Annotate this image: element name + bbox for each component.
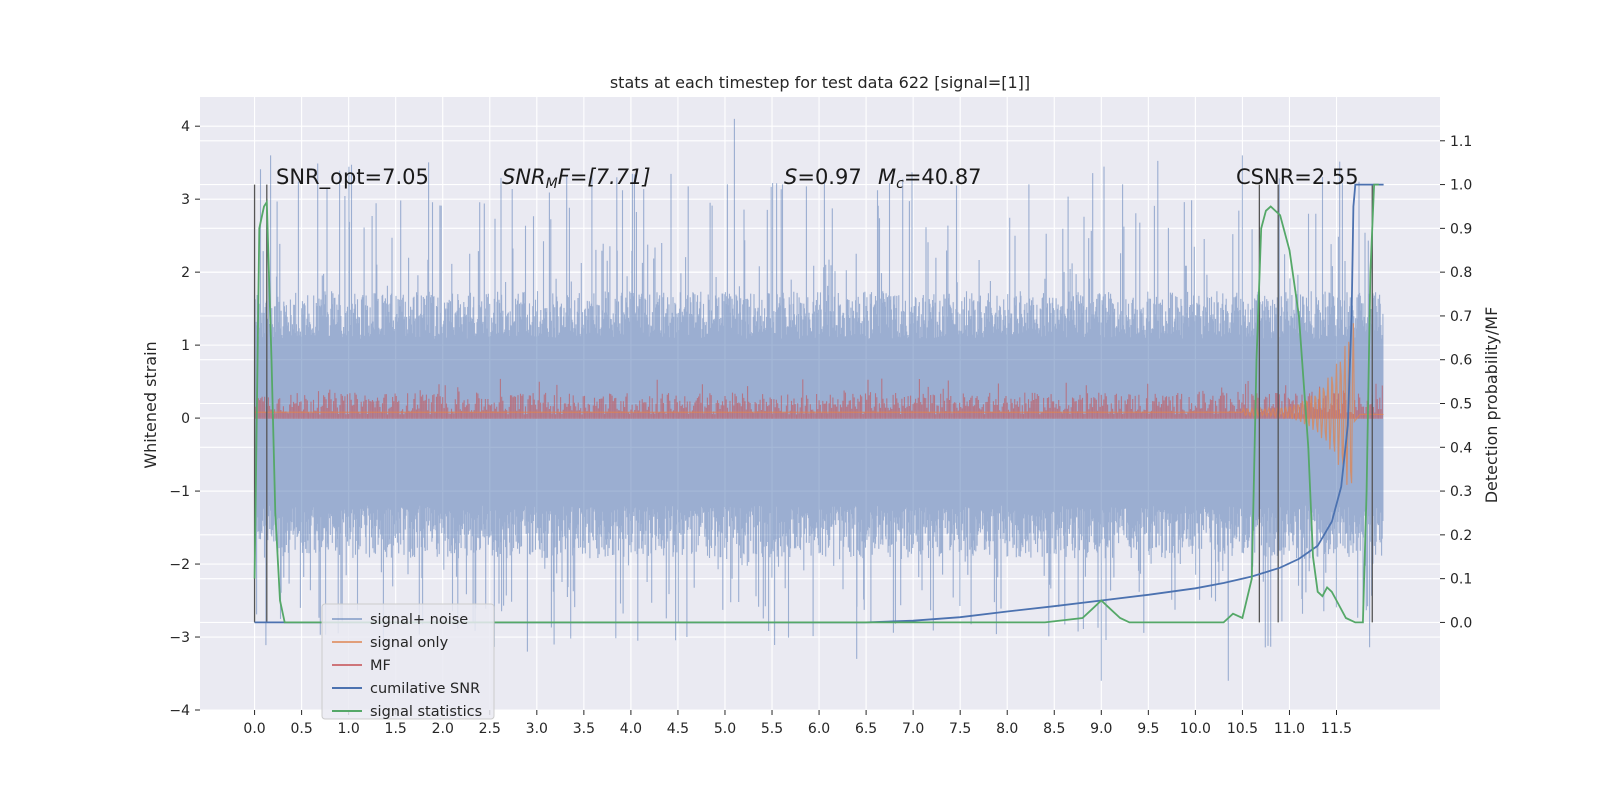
y-tick-label: −3 xyxy=(169,630,190,646)
x-tick-label: 1.5 xyxy=(385,721,407,737)
x-tick-label: 8.5 xyxy=(1043,721,1065,737)
right-y-tick-label: 0.8 xyxy=(1450,265,1472,281)
cumulative-snr-line xyxy=(254,183,1384,624)
x-tick-label: 2.0 xyxy=(432,721,454,737)
x-tick-label: 4.5 xyxy=(667,721,689,737)
y-tick-label: 4 xyxy=(181,119,190,135)
x-tick-label: 2.5 xyxy=(479,721,501,737)
signal-statistics-line xyxy=(253,183,1379,624)
annotation-snr-mf: SNRMF=[7.71] xyxy=(502,165,651,192)
x-tick-label: 7.0 xyxy=(902,721,924,737)
right-y-tick-label: 0.5 xyxy=(1450,397,1472,413)
x-tick-label: 11.5 xyxy=(1321,721,1352,737)
legend-label: signal only xyxy=(370,635,449,651)
legend: signal+ noise signal only MF cumilative SNR… xyxy=(321,603,495,720)
x-tick-label: 3.5 xyxy=(573,721,595,737)
annotation-s: S=0.97 xyxy=(784,165,862,189)
right-y-tick-label: 1.0 xyxy=(1450,178,1472,194)
annotation-csnr: CSNR=2.55 xyxy=(1236,165,1359,189)
x-tick-label: 5.5 xyxy=(761,721,783,737)
marker-vlines xyxy=(253,184,1373,623)
legend-box xyxy=(321,603,495,720)
annotation-mc: Mc=40.87 xyxy=(878,165,982,192)
right-y-tick-label: 0.7 xyxy=(1450,309,1472,325)
legend-label: MF xyxy=(370,658,391,674)
right-y-tick-label: 0.6 xyxy=(1450,353,1472,369)
right-y-tick-label: 0.3 xyxy=(1450,484,1472,500)
y-tick-label: 3 xyxy=(181,192,190,208)
legend-label: signal statistics xyxy=(370,704,482,720)
x-tick-label: 9.5 xyxy=(1137,721,1159,737)
x-tick-label: 0.0 xyxy=(243,721,265,737)
chart-title: stats at each timestep for test data 622… xyxy=(610,73,1030,92)
x-tick-label: 10.5 xyxy=(1227,721,1258,737)
y-tick-label: 2 xyxy=(181,265,190,281)
x-tick-label: 11.0 xyxy=(1274,721,1305,737)
x-tick-label: 9.0 xyxy=(1090,721,1112,737)
annotation-snr-opt: SNR_opt=7.05 xyxy=(276,165,429,190)
y-tick-label: 1 xyxy=(181,338,190,354)
x-tick-label: 0.5 xyxy=(290,721,312,737)
y-axis-right: 1.1 1.0 0.9 0.8 0.7 0.6 0.5 0.4 0.3 0.2 0.1 0.0 xyxy=(1440,134,1472,631)
right-y-tick-label: 0.1 xyxy=(1450,572,1472,588)
legend-label: cumilative SNR xyxy=(370,681,480,697)
right-y-tick-label: 1.1 xyxy=(1450,134,1472,150)
x-tick-label: 10.0 xyxy=(1180,721,1211,737)
x-axis: 0.0 0.5 1.0 1.5 2.0 2.5 3.0 3.5 4.0 4.5 5.0 5.5 6.0 6… xyxy=(243,710,1352,737)
right-y-tick-label: 0.2 xyxy=(1450,528,1472,544)
legend-label: signal+ noise xyxy=(370,612,468,628)
cumulative-snr-series xyxy=(254,183,1384,624)
x-tick-label: 3.0 xyxy=(526,721,548,737)
right-y-tick-label: 0.0 xyxy=(1450,615,1472,631)
x-tick-label: 6.0 xyxy=(808,721,830,737)
y-tick-label: −1 xyxy=(169,484,190,500)
signal-statistics-series xyxy=(253,183,1379,624)
y-tick-label: −2 xyxy=(169,557,190,573)
y-axis-left: 4 3 2 1 0 −1 −2 −3 −4 xyxy=(169,119,200,719)
right-y-tick-label: 0.9 xyxy=(1450,221,1472,237)
y-tick-label: −4 xyxy=(169,703,190,719)
right-y-tick-label: 0.4 xyxy=(1450,440,1472,456)
x-tick-label: 4.0 xyxy=(620,721,642,737)
x-tick-label: 6.5 xyxy=(855,721,877,737)
y-axis-right-label: Detection probability/MF xyxy=(1482,307,1501,504)
y-tick-label: 0 xyxy=(181,411,190,427)
x-tick-label: 7.5 xyxy=(949,721,971,737)
y-axis-label: Whitened strain xyxy=(141,341,160,468)
x-tick-label: 1.0 xyxy=(338,721,360,737)
x-tick-label: 8.0 xyxy=(996,721,1018,737)
x-tick-label: 5.0 xyxy=(714,721,736,737)
